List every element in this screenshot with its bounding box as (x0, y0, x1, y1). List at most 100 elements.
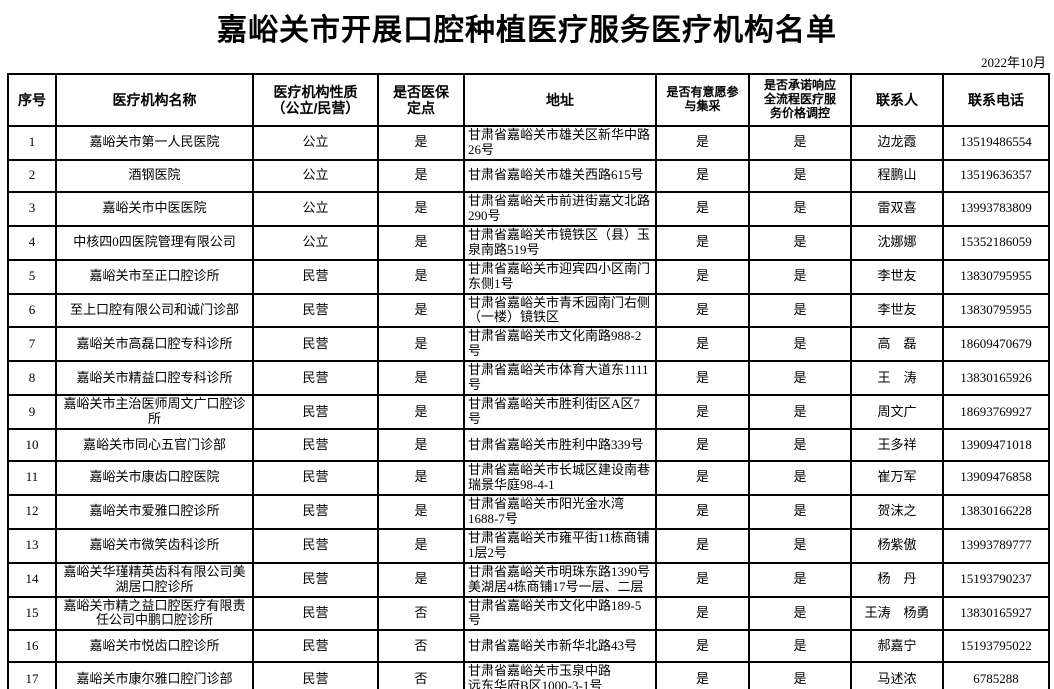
ownership-cell: 民营 (252, 629, 379, 664)
contact-cell: 杨 丹 (850, 561, 944, 598)
pricing-cell: 是 (748, 428, 852, 462)
procurement-cell: 是 (655, 292, 750, 329)
procurement-cell: 是 (655, 158, 750, 193)
insurance-cell: 是 (377, 428, 465, 462)
procurement-cell: 是 (655, 394, 750, 430)
contact-cell: 高 磊 (850, 326, 944, 363)
insurance-cell: 是 (377, 224, 465, 261)
ownership-cell: 公立 (252, 224, 379, 261)
serial-cell: 2 (7, 158, 57, 193)
insurance-cell: 否 (377, 595, 465, 632)
insurance-cell: 是 (377, 561, 465, 598)
ownership-cell: 民营 (252, 326, 379, 363)
insurance-cell: 是 (377, 527, 465, 564)
ownership-cell: 民营 (252, 360, 379, 397)
page-title: 嘉峪关市开展口腔种植医疗服务医疗机构名单 (217, 14, 837, 47)
serial-cell: 4 (7, 224, 57, 261)
ownership-cell: 民营 (252, 258, 379, 295)
insurance-cell: 是 (377, 394, 465, 430)
name-cell: 嘉峪关市高磊口腔专科诊所 (55, 326, 254, 363)
phone-cell: 13830165927 (942, 595, 1050, 632)
insurance-cell: 是 (377, 258, 465, 295)
pricing-cell: 是 (748, 224, 852, 261)
contact-header-cell: 联系人 (850, 73, 944, 127)
insurance-cell: 是 (377, 158, 465, 193)
address-header-cell: 地址 (463, 73, 657, 127)
address-cell: 甘肃省嘉峪关市文化南路988-2号 (463, 326, 657, 363)
serial-cell: 17 (7, 661, 57, 689)
pricing-cell: 是 (748, 158, 852, 193)
phone-cell: 18693769927 (942, 394, 1050, 430)
serial-cell: 9 (7, 394, 57, 430)
name-cell: 嘉峪关市微笑齿科诊所 (55, 527, 254, 564)
serial-cell: 15 (7, 595, 57, 632)
serial-cell: 13 (7, 527, 57, 564)
address-cell: 甘肃省嘉峪关市迎宾四小区南门东侧1号 (463, 258, 657, 295)
contact-cell: 马述浓 (850, 661, 944, 689)
address-cell: 甘肃省嘉峪关市前进街嘉文北路290号 (463, 190, 657, 227)
name-cell: 至上口腔有限公司和诚门诊部 (55, 292, 254, 329)
address-cell: 甘肃省嘉峪关市长城区建设南巷瑞景华庭98-4-1 (463, 460, 657, 496)
procurement-cell: 是 (655, 493, 750, 530)
address-cell: 甘肃省嘉峪关市阳光金水湾1688-7号 (463, 493, 657, 530)
serial-cell: 10 (7, 428, 57, 462)
insurance-cell: 是 (377, 326, 465, 363)
address-cell: 甘肃省嘉峪关市玉泉中路 远东华府B区1000-3-1号 (463, 661, 657, 689)
date-label: 2022年10月 (980, 55, 1046, 70)
insurance-cell: 是 (377, 125, 465, 161)
table-row: 1 嘉峪关市第一人民医院 公立是甘肃省嘉峪关市雄关区新华中路26号是是边龙霞 1351… (7, 125, 1050, 161)
table-row: 16 嘉峪关市悦齿口腔诊所 民营否甘肃省嘉峪关市新华北路43号是是郝嘉宁 151937… (7, 629, 1050, 664)
address-cell: 甘肃省嘉峪关市胜利中路339号 (463, 428, 657, 462)
pricing-header-cell: 是否承诺响应 全流程医疗服 务价格调控 (748, 73, 852, 127)
contact-cell: 边龙霞 (850, 125, 944, 161)
table-row: 3 嘉峪关市中医医院 公立是甘肃省嘉峪关市前进街嘉文北路290号是是雷双喜 13993… (7, 190, 1050, 227)
address-cell: 甘肃省嘉峪关市雍平街11栋商铺1层2号 (463, 527, 657, 564)
procurement-cell: 是 (655, 326, 750, 363)
table-row: 10 嘉峪关市同心五官门诊部 民营是甘肃省嘉峪关市胜利中路339号是是王多祥 1390… (7, 428, 1050, 462)
serial-cell: 12 (7, 493, 57, 530)
ownership-cell: 民营 (252, 428, 379, 462)
ownership-cell: 公立 (252, 158, 379, 193)
phone-cell: 13830795955 (942, 292, 1050, 329)
pricing-cell: 是 (748, 258, 852, 295)
phone-cell: 13909471018 (942, 428, 1050, 462)
contact-cell: 李世友 (850, 258, 944, 295)
ownership-cell: 公立 (252, 125, 379, 161)
ownership-cell: 民营 (252, 561, 379, 598)
pricing-cell: 是 (748, 292, 852, 329)
pricing-cell: 是 (748, 595, 852, 632)
contact-cell: 雷双喜 (850, 190, 944, 227)
procurement-cell: 是 (655, 629, 750, 664)
insurance-cell: 是 (377, 292, 465, 329)
serial-cell: 16 (7, 629, 57, 664)
phone-cell: 13909476858 (942, 460, 1050, 496)
procurement-cell: 是 (655, 428, 750, 462)
ownership-cell: 公立 (252, 190, 379, 227)
name-cell: 嘉峪关市中医医院 (55, 190, 254, 227)
contact-cell: 沈娜娜 (850, 224, 944, 261)
name-cell: 中核四0四医院管理有限公司 (55, 224, 254, 261)
phone-cell: 13519636357 (942, 158, 1050, 193)
name-cell: 嘉峪关市精益口腔专科诊所 (55, 360, 254, 397)
contact-cell: 王多祥 (850, 428, 944, 462)
insurance-header-cell: 是否医保 定点 (377, 73, 465, 127)
table-row: 6 至上口腔有限公司和诚门诊部 民营是甘肃省嘉峪关市青禾园南门右侧（一楼）镜铁区是是… (7, 292, 1050, 329)
ownership-cell: 民营 (252, 394, 379, 430)
name-cell: 嘉峪关华瑾精英齿科有限公司美湖居口腔诊所 (55, 561, 254, 598)
name-cell: 嘉峪关市精之益口腔医疗有限责任公司中鹏口腔诊所 (55, 595, 254, 632)
address-cell: 甘肃省嘉峪关市雄关区新华中路26号 (463, 125, 657, 161)
serial-cell: 14 (7, 561, 57, 598)
procurement-cell: 是 (655, 360, 750, 397)
name-cell: 嘉峪关市康尔雅口腔门诊部 (55, 661, 254, 689)
address-cell: 甘肃省嘉峪关市新华北路43号 (463, 629, 657, 664)
pricing-cell: 是 (748, 661, 852, 689)
procurement-cell: 是 (655, 460, 750, 496)
procurement-cell: 是 (655, 561, 750, 598)
serial-cell: 5 (7, 258, 57, 295)
phone-cell: 15193795022 (942, 629, 1050, 664)
insurance-cell: 是 (377, 493, 465, 530)
phone-cell: 18609470679 (942, 326, 1050, 363)
phone-header-cell: 联系电话 (942, 73, 1050, 127)
contact-cell: 郝嘉宁 (850, 629, 944, 664)
